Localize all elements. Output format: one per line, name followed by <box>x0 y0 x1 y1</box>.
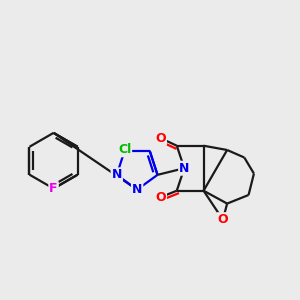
Text: F: F <box>49 182 58 195</box>
Text: O: O <box>155 132 166 145</box>
Text: N: N <box>179 162 190 175</box>
Text: N: N <box>132 183 142 196</box>
Text: O: O <box>218 213 228 226</box>
Text: Cl: Cl <box>118 143 131 156</box>
Text: O: O <box>155 190 166 204</box>
Text: N: N <box>112 168 122 181</box>
